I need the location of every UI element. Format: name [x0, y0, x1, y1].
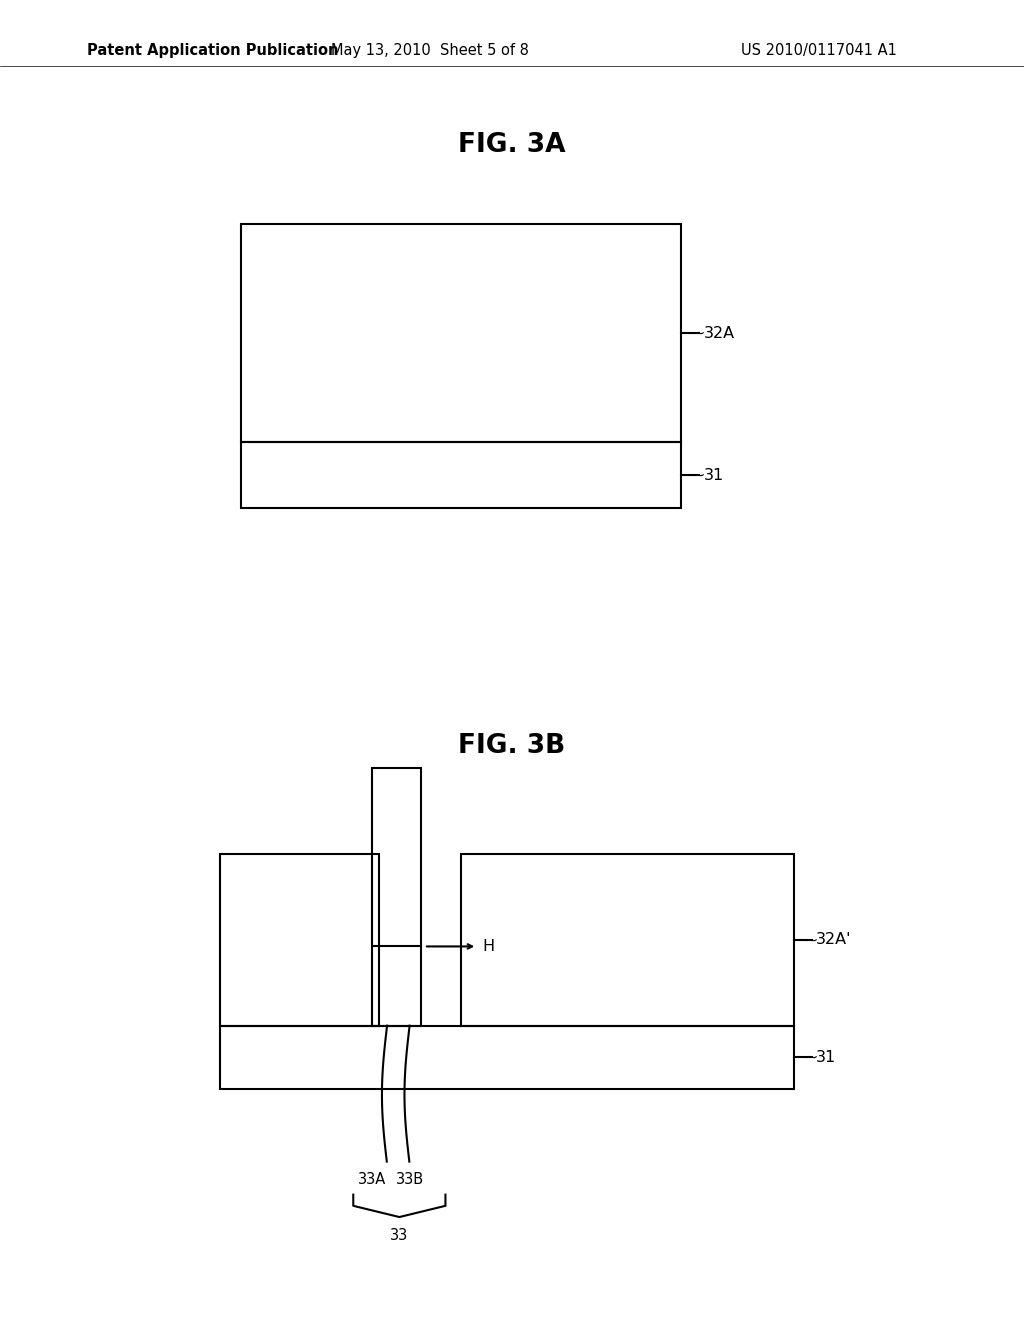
Text: ~: ~ — [804, 932, 817, 948]
Bar — [372, 768, 421, 1026]
Text: 32A: 32A — [703, 326, 734, 341]
Text: ~: ~ — [804, 1049, 817, 1065]
Text: ~: ~ — [691, 326, 705, 341]
Text: 33: 33 — [390, 1228, 409, 1242]
Bar — [220, 854, 379, 1026]
Text: FIG. 3A: FIG. 3A — [459, 132, 565, 158]
Text: 32A': 32A' — [816, 932, 852, 948]
Text: H: H — [482, 939, 495, 954]
Bar — [241, 224, 681, 442]
Bar — [220, 1026, 794, 1089]
Text: 31: 31 — [816, 1049, 837, 1065]
Text: 31: 31 — [703, 467, 724, 483]
Bar — [241, 442, 681, 508]
Text: ~: ~ — [691, 467, 705, 483]
Text: US 2010/0117041 A1: US 2010/0117041 A1 — [741, 42, 897, 58]
Text: 33B: 33B — [395, 1172, 424, 1187]
Text: May 13, 2010  Sheet 5 of 8: May 13, 2010 Sheet 5 of 8 — [331, 42, 529, 58]
Text: FIG. 3B: FIG. 3B — [459, 733, 565, 759]
Text: Patent Application Publication: Patent Application Publication — [87, 42, 339, 58]
Bar — [461, 854, 794, 1026]
Text: 33A: 33A — [357, 1172, 386, 1187]
